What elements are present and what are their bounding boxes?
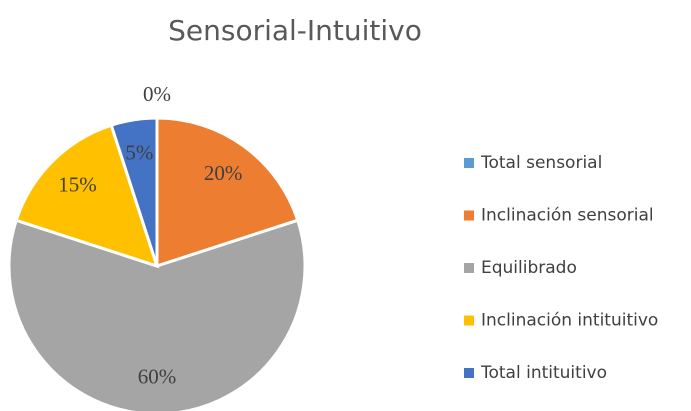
legend-swatch [464, 158, 474, 168]
data-label: 60% [138, 364, 177, 388]
pie-slice [109, 116, 159, 267]
legend-swatch [464, 263, 474, 273]
legend-swatch [464, 368, 474, 378]
legend-label: Inclinación sensorial [481, 206, 654, 226]
legend-label: Equilibrado [481, 258, 577, 278]
data-label: 0% [143, 82, 171, 106]
legend-swatch [464, 210, 474, 221]
data-label: 20% [204, 161, 243, 185]
data-label: 5% [125, 141, 153, 165]
pie-slice [7, 218, 307, 411]
legend-label: Total intituitivo [480, 363, 607, 383]
chart-title: Sensorial-Intuitivo [168, 14, 422, 47]
data-label: 15% [58, 172, 97, 196]
pie-slice [155, 116, 300, 269]
legend-label: Inclinación intituitivo [481, 311, 658, 331]
legend-swatch [464, 315, 474, 326]
legend-label: Total sensorial [480, 153, 602, 173]
